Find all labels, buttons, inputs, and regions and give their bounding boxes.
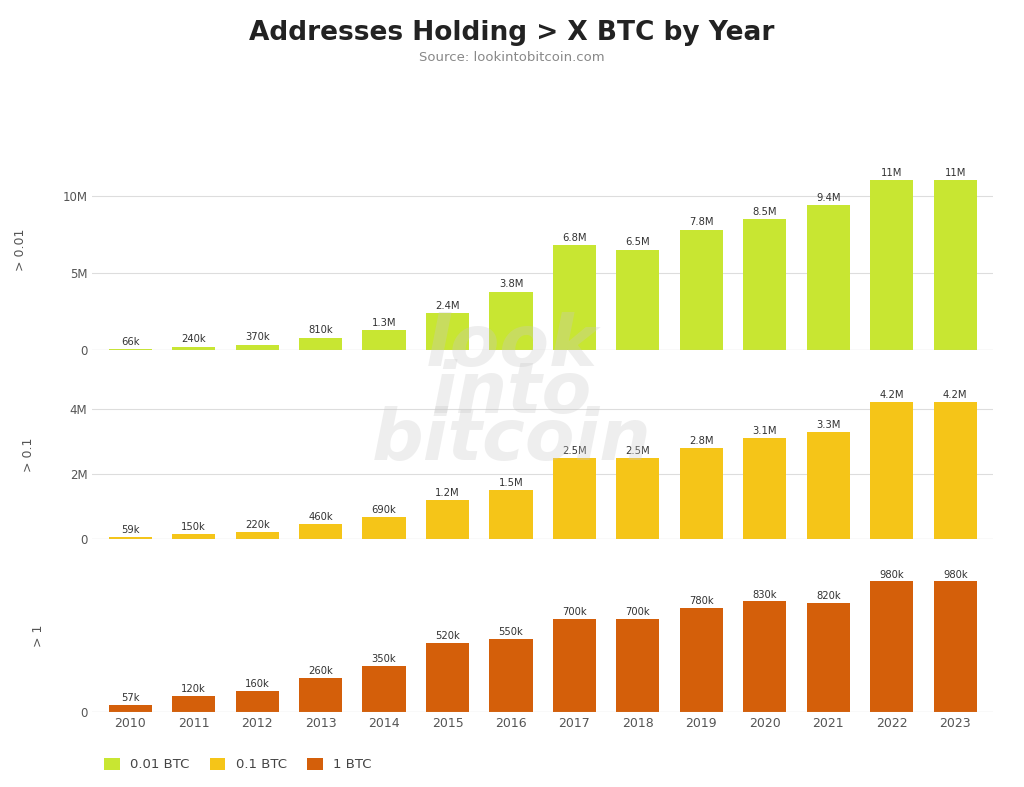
Text: 550k: 550k bbox=[499, 627, 523, 637]
Y-axis label: > 1: > 1 bbox=[32, 624, 45, 647]
Bar bbox=[616, 619, 659, 712]
Bar bbox=[553, 246, 596, 350]
Bar bbox=[553, 619, 596, 712]
Bar bbox=[680, 448, 723, 539]
Bar bbox=[553, 458, 596, 539]
Bar bbox=[934, 180, 977, 350]
Bar bbox=[426, 500, 469, 539]
Text: 6.5M: 6.5M bbox=[626, 238, 650, 247]
Bar bbox=[870, 582, 913, 712]
Text: 59k: 59k bbox=[121, 525, 139, 535]
Text: 8.5M: 8.5M bbox=[753, 207, 777, 216]
Text: 520k: 520k bbox=[435, 631, 460, 641]
Bar bbox=[807, 603, 850, 712]
Text: look: look bbox=[426, 312, 598, 381]
Text: 4.2M: 4.2M bbox=[880, 390, 904, 401]
Text: 1.3M: 1.3M bbox=[372, 318, 396, 327]
Bar bbox=[299, 524, 342, 539]
Text: 460k: 460k bbox=[308, 512, 333, 522]
Text: 980k: 980k bbox=[880, 570, 904, 579]
Bar bbox=[299, 338, 342, 350]
Bar bbox=[109, 349, 152, 350]
Text: 240k: 240k bbox=[181, 334, 206, 344]
Text: 3.3M: 3.3M bbox=[816, 419, 841, 430]
Text: 350k: 350k bbox=[372, 654, 396, 663]
Bar bbox=[172, 696, 215, 712]
Text: 780k: 780k bbox=[689, 597, 714, 606]
Text: 220k: 220k bbox=[245, 520, 269, 530]
Bar bbox=[616, 458, 659, 539]
Bar bbox=[807, 432, 850, 539]
Text: 830k: 830k bbox=[753, 589, 777, 600]
Text: 3.1M: 3.1M bbox=[753, 427, 777, 436]
Text: 1.2M: 1.2M bbox=[435, 488, 460, 498]
Text: 120k: 120k bbox=[181, 685, 206, 694]
Bar bbox=[807, 205, 850, 350]
Text: 160k: 160k bbox=[245, 679, 269, 689]
Text: 3.8M: 3.8M bbox=[499, 279, 523, 289]
Text: 1.5M: 1.5M bbox=[499, 478, 523, 488]
Bar bbox=[489, 639, 532, 712]
Text: 2.5M: 2.5M bbox=[626, 445, 650, 456]
Bar bbox=[236, 345, 279, 350]
Bar bbox=[616, 249, 659, 350]
Bar bbox=[489, 490, 532, 539]
Text: 980k: 980k bbox=[943, 570, 968, 579]
Text: 4.2M: 4.2M bbox=[943, 390, 968, 401]
Text: 260k: 260k bbox=[308, 666, 333, 676]
Bar bbox=[362, 330, 406, 350]
Bar bbox=[680, 608, 723, 712]
Bar bbox=[172, 346, 215, 350]
Bar bbox=[426, 313, 469, 350]
Text: 7.8M: 7.8M bbox=[689, 217, 714, 227]
Bar bbox=[426, 643, 469, 712]
Text: 810k: 810k bbox=[308, 325, 333, 335]
Bar bbox=[743, 219, 786, 350]
Y-axis label: > 0.1: > 0.1 bbox=[22, 438, 35, 471]
Bar bbox=[109, 704, 152, 712]
Text: 150k: 150k bbox=[181, 523, 206, 532]
Bar bbox=[934, 402, 977, 539]
Text: Addresses Holding > X BTC by Year: Addresses Holding > X BTC by Year bbox=[249, 20, 775, 46]
Bar bbox=[362, 666, 406, 712]
Text: 700k: 700k bbox=[626, 607, 650, 617]
Text: 6.8M: 6.8M bbox=[562, 233, 587, 243]
Bar bbox=[299, 678, 342, 712]
Bar bbox=[236, 691, 279, 712]
Y-axis label: > 0.01: > 0.01 bbox=[14, 229, 27, 271]
Bar bbox=[362, 516, 406, 539]
Bar bbox=[172, 534, 215, 539]
Bar bbox=[109, 538, 152, 539]
Text: 2.8M: 2.8M bbox=[689, 436, 714, 446]
Bar bbox=[870, 402, 913, 539]
Text: 66k: 66k bbox=[121, 337, 139, 347]
Bar bbox=[489, 291, 532, 350]
Text: 700k: 700k bbox=[562, 607, 587, 617]
Text: 690k: 690k bbox=[372, 504, 396, 515]
Text: into: into bbox=[432, 359, 592, 428]
Text: bitcoin: bitcoin bbox=[372, 406, 652, 475]
Bar bbox=[934, 582, 977, 712]
Bar bbox=[236, 532, 279, 539]
Bar bbox=[743, 601, 786, 712]
Bar bbox=[680, 230, 723, 350]
Text: 11M: 11M bbox=[944, 168, 966, 178]
Legend: 0.01 BTC, 0.1 BTC, 1 BTC: 0.01 BTC, 0.1 BTC, 1 BTC bbox=[98, 752, 377, 777]
Text: 820k: 820k bbox=[816, 591, 841, 601]
Text: Source: lookintobitcoin.com: Source: lookintobitcoin.com bbox=[419, 51, 605, 65]
Bar bbox=[743, 438, 786, 539]
Text: 2.4M: 2.4M bbox=[435, 301, 460, 311]
Text: 9.4M: 9.4M bbox=[816, 193, 841, 203]
Text: 57k: 57k bbox=[121, 693, 139, 703]
Bar bbox=[870, 180, 913, 350]
Text: 370k: 370k bbox=[245, 332, 269, 342]
Text: 2.5M: 2.5M bbox=[562, 445, 587, 456]
Text: 11M: 11M bbox=[881, 168, 902, 178]
